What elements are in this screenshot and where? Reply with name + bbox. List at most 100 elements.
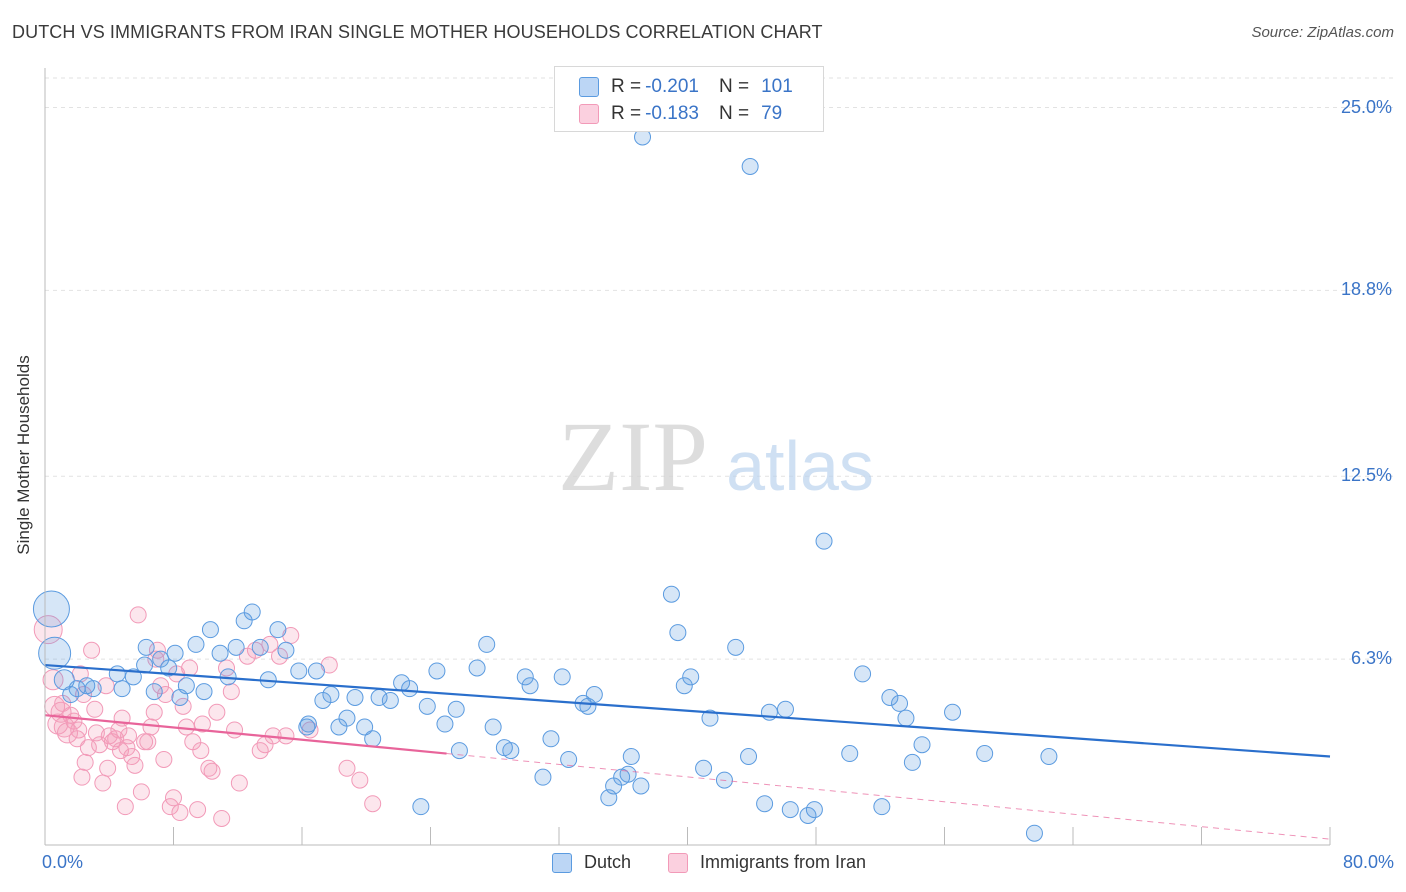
dutch-point <box>447 700 465 718</box>
iran-point <box>132 783 150 801</box>
dutch-n-value: 101 <box>761 76 793 97</box>
dutch-point <box>854 665 872 683</box>
dutch-r-value: -0.201 <box>645 76 699 97</box>
dutch-point <box>364 730 382 748</box>
iran-legend-label: Immigrants from Iran <box>700 852 867 872</box>
dutch-point <box>195 683 213 701</box>
dutch-point <box>307 662 325 680</box>
iran-point <box>193 715 211 733</box>
dutch-point <box>662 585 680 603</box>
iran-point <box>338 759 356 777</box>
dutch-point <box>534 768 552 786</box>
iran-point <box>174 697 192 715</box>
dutch-point <box>903 753 921 771</box>
dutch-point <box>805 801 823 819</box>
dutch-point <box>478 635 496 653</box>
y-axis-label: Single Mother Households <box>14 355 33 555</box>
watermark-zip: ZIP <box>558 401 708 512</box>
dutch-point <box>585 686 603 704</box>
iran-point <box>76 753 94 771</box>
iran-point <box>99 759 117 777</box>
iran-point <box>33 615 63 645</box>
axes <box>44 68 1331 846</box>
dutch-point <box>468 659 486 677</box>
iran-point <box>277 727 295 745</box>
dutch-r-label: R = <box>611 76 642 97</box>
watermark: ZIP atlas <box>558 401 874 512</box>
iran-swatch <box>579 104 599 124</box>
dutch-point <box>542 730 560 748</box>
grid <box>45 77 1395 660</box>
dutch-point <box>891 694 909 712</box>
dutch-point <box>669 624 687 642</box>
dutch-point <box>62 686 80 704</box>
iran-point <box>86 700 104 718</box>
dutch-point <box>873 798 891 816</box>
iran-point <box>218 659 236 677</box>
dutch-point <box>740 748 758 765</box>
iran-point <box>181 659 199 677</box>
iran-r-label: R = <box>611 103 642 124</box>
iran-point <box>97 677 115 695</box>
iran-point <box>192 742 210 760</box>
iran-point <box>94 774 112 792</box>
y-tick-label: 18.8% <box>1340 279 1392 300</box>
iran-point <box>213 809 231 827</box>
dutch-point <box>701 709 719 727</box>
dutch-point <box>145 683 163 701</box>
dutch-point <box>1025 824 1043 842</box>
dutch-point <box>841 745 859 763</box>
iran-point <box>364 795 382 813</box>
iran-point <box>256 736 274 754</box>
iran-point <box>156 686 174 704</box>
dutch-point <box>201 621 219 639</box>
y-tick-label: 25.0% <box>1340 96 1392 117</box>
dutch-point <box>976 745 994 763</box>
dutch-point <box>113 680 131 698</box>
dutch-point <box>727 638 745 656</box>
dutch-point <box>38 636 72 670</box>
dutch-point <box>428 662 446 680</box>
iran-trend-line <box>44 714 447 755</box>
dutch-legend-swatch <box>552 852 572 873</box>
dutch-point <box>84 680 102 698</box>
iran-point <box>73 768 91 786</box>
dutch-point <box>381 691 399 709</box>
dutch-point <box>243 603 261 621</box>
iran-point <box>152 677 170 695</box>
dutch-point <box>675 677 693 695</box>
iran-trend-extension <box>446 753 1331 840</box>
dutch-trend-line <box>44 663 1331 758</box>
iran-point <box>226 721 244 739</box>
iran-point <box>91 736 109 754</box>
dutch-point <box>776 700 794 718</box>
dutch-points <box>32 128 1058 842</box>
iran-point <box>301 721 319 739</box>
iran-point <box>145 703 163 721</box>
iran-point <box>351 771 369 789</box>
iran-points <box>33 606 382 827</box>
dutch-point <box>781 801 799 819</box>
iran-point <box>165 789 182 807</box>
dutch-point <box>211 644 229 662</box>
iran-point <box>261 635 279 653</box>
iran-point <box>116 798 134 816</box>
iran-r-value: -0.183 <box>645 103 699 124</box>
dutch-point <box>484 718 502 736</box>
dutch-point <box>32 590 70 628</box>
dutch-point <box>338 709 356 727</box>
iran-point <box>148 641 166 659</box>
dutch-point <box>619 765 637 783</box>
dutch-point <box>553 668 571 686</box>
iran-point <box>155 750 173 768</box>
iran-point <box>230 774 248 792</box>
legend-row-dutch: R = -0.201 N = 101 <box>579 75 793 99</box>
dutch-point <box>322 686 340 704</box>
dutch-point <box>177 677 195 695</box>
dutch-point <box>516 668 534 686</box>
dutch-point <box>124 668 142 686</box>
dutch-point <box>137 638 155 656</box>
dutch-point <box>741 158 759 175</box>
watermark-atlas: atlas <box>726 427 874 505</box>
iran-point <box>142 718 160 736</box>
